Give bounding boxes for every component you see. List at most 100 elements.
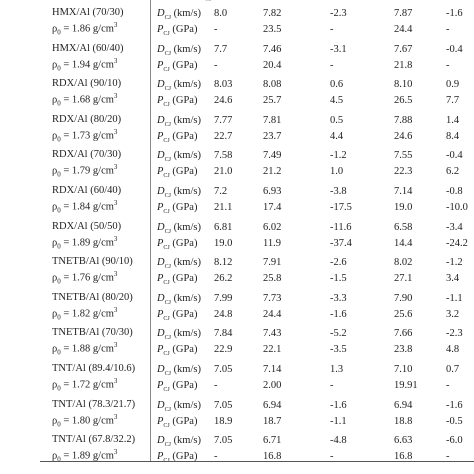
- table-cell: 4.4: [330, 130, 344, 142]
- param-symbol: D: [157, 364, 165, 375]
- table-cell: 25.6: [394, 308, 413, 320]
- density-value: 1.89: [71, 450, 91, 462]
- table-cell: 7.77: [214, 114, 233, 126]
- rho-subscript: 0: [57, 455, 61, 464]
- table-row-group: TNT/Al (67.8/32.2) ρ0 = 1.89 g/cm3 DCJ (km…: [0, 433, 474, 469]
- param-label-pcj: PCJ (GPa): [157, 200, 197, 220]
- param-unit: (GPa): [172, 166, 198, 178]
- table-row: DCJ (km/s) 7.7 7.46 -3.1 7.67 -0.4: [0, 42, 474, 57]
- rho-symbol: ρ: [52, 165, 58, 177]
- param-label-dcj: DCJ (km/s): [157, 113, 201, 133]
- table-cell: 8.10: [394, 79, 413, 91]
- param-subscript: CJ: [164, 442, 171, 449]
- param-unit: (km/s): [173, 186, 201, 197]
- table-cell: 6.71: [263, 435, 282, 447]
- table-cell: 7.73: [263, 292, 282, 304]
- param-subscript: CJ: [163, 244, 170, 251]
- density-unit: g/cm: [90, 59, 114, 71]
- table-cell: 6.2: [446, 166, 460, 178]
- rho-equals: =: [60, 23, 72, 35]
- table-cell: 8.0: [214, 8, 228, 19]
- table-row: PCJ (GPa) 21.0 21.2 1.0 22.3 6.2: [0, 164, 474, 179]
- table-cell: 6.94: [394, 399, 413, 411]
- table-cell: 20.4: [263, 59, 282, 71]
- table-cell: 6.81: [214, 221, 233, 233]
- mixture-name: TNETB/Al (80/20): [52, 291, 133, 303]
- table-cell: 19.0: [394, 202, 413, 213]
- rho-subscript: 0: [57, 206, 61, 215]
- param-label-dcj: DCJ (km/s): [157, 291, 201, 311]
- param-subscript: CJ: [163, 387, 170, 394]
- table-cell: 22.7: [214, 130, 233, 142]
- table-cell: 8.4: [446, 130, 460, 142]
- table-row-group: RDX/Al (50/50) ρ0 = 1.89 g/cm3 DCJ (km/s) 6…: [0, 220, 474, 256]
- table-cell: 8.02: [394, 257, 413, 269]
- density-value: 1.80: [71, 415, 91, 427]
- table-row: DCJ (km/s) 8.12 7.91 -2.6 8.02 -1.2: [0, 255, 474, 270]
- table-cell: 8.12: [214, 257, 233, 269]
- table-row: PCJ (GPa) - 23.5 - 24.4 -: [0, 22, 474, 37]
- density-unit: g/cm: [90, 237, 114, 249]
- table-cell: 23.7: [263, 130, 282, 142]
- param-label-dcj: DCJ (km/s): [157, 148, 201, 168]
- table-row: PCJ (GPa) 22.9 22.1 -3.5 23.8 4.8: [0, 342, 474, 357]
- density-unit-exponent: 3: [113, 341, 118, 350]
- table-cell: 16.8: [394, 451, 413, 463]
- param-unit: (km/s): [173, 257, 201, 269]
- table-cell: 18.7: [263, 415, 282, 427]
- param-subscript: CJ: [164, 335, 171, 342]
- density-value: 1.72: [71, 379, 91, 391]
- density-unit-exponent: 3: [113, 448, 118, 457]
- rho-symbol: ρ: [52, 59, 58, 71]
- rho-equals: =: [60, 94, 72, 106]
- table-cell: -: [446, 380, 450, 391]
- table-cell: 21.0: [214, 166, 233, 178]
- table-cell: 6.63: [394, 435, 413, 447]
- density-value: 1.73: [71, 130, 91, 142]
- density-unit: g/cm: [90, 450, 114, 462]
- table-cell: -: [446, 451, 450, 463]
- rho-subscript: 0: [57, 313, 61, 322]
- param-subscript: CJ: [164, 15, 171, 22]
- density-unit: g/cm: [90, 23, 114, 35]
- table-cell: 22.9: [214, 344, 233, 356]
- param-subscript: CJ: [164, 50, 171, 57]
- table-cell: 21.1: [214, 202, 233, 213]
- table-row: PCJ (GPa) 26.2 25.8 -1.5 27.1 3.4: [0, 271, 474, 286]
- table-cell: -1.6: [330, 399, 347, 411]
- param-label-pcj: PCJ (GPa): [157, 449, 197, 469]
- mixture-name: RDX/Al (60/40): [52, 185, 122, 196]
- table-row: PCJ (GPa) - 20.4 - 21.8 -: [0, 58, 474, 73]
- rho-equals: =: [60, 308, 72, 320]
- table-cell: -37.4: [330, 237, 352, 249]
- table-cell: -3.8: [330, 186, 347, 197]
- table-cell: 1.4: [446, 114, 460, 126]
- rho-equals: =: [60, 130, 72, 142]
- param-unit: (GPa): [172, 380, 198, 391]
- param-label-pcj: PCJ (GPa): [157, 164, 197, 184]
- table-cell: 7.05: [214, 364, 233, 375]
- table-row: PCJ (GPa) 18.9 18.7 -1.1 18.8 -0.5: [0, 414, 474, 429]
- density-label: ρ0 = 1.68 g/cm3: [52, 90, 117, 111]
- table-cell: -3.1: [330, 43, 347, 55]
- param-unit: (GPa): [172, 308, 198, 320]
- table-cell: 1.3: [330, 364, 344, 375]
- rho-equals: =: [60, 415, 72, 427]
- param-symbol: P: [157, 237, 164, 249]
- table-cell: 7.84: [214, 328, 233, 340]
- table-cell: 7.67: [394, 43, 413, 55]
- table-cell: 6.02: [263, 221, 282, 233]
- density-label: ρ0 = 1.73 g/cm3: [52, 126, 117, 147]
- table-cell: -3.3: [330, 292, 347, 304]
- table-cell: 14.4: [394, 237, 413, 249]
- param-label-pcj: PCJ (GPa): [157, 342, 197, 362]
- table-cell: 8.03: [214, 79, 233, 91]
- table-cell: -0.8: [446, 186, 463, 197]
- density-unit: g/cm: [90, 379, 114, 391]
- param-unit: (km/s): [173, 150, 201, 162]
- table-cell: -1.5: [330, 273, 347, 285]
- param-symbol: P: [157, 451, 164, 463]
- param-symbol: D: [157, 292, 165, 304]
- param-subscript: CJ: [164, 371, 171, 378]
- table-cell: 7.90: [394, 292, 413, 304]
